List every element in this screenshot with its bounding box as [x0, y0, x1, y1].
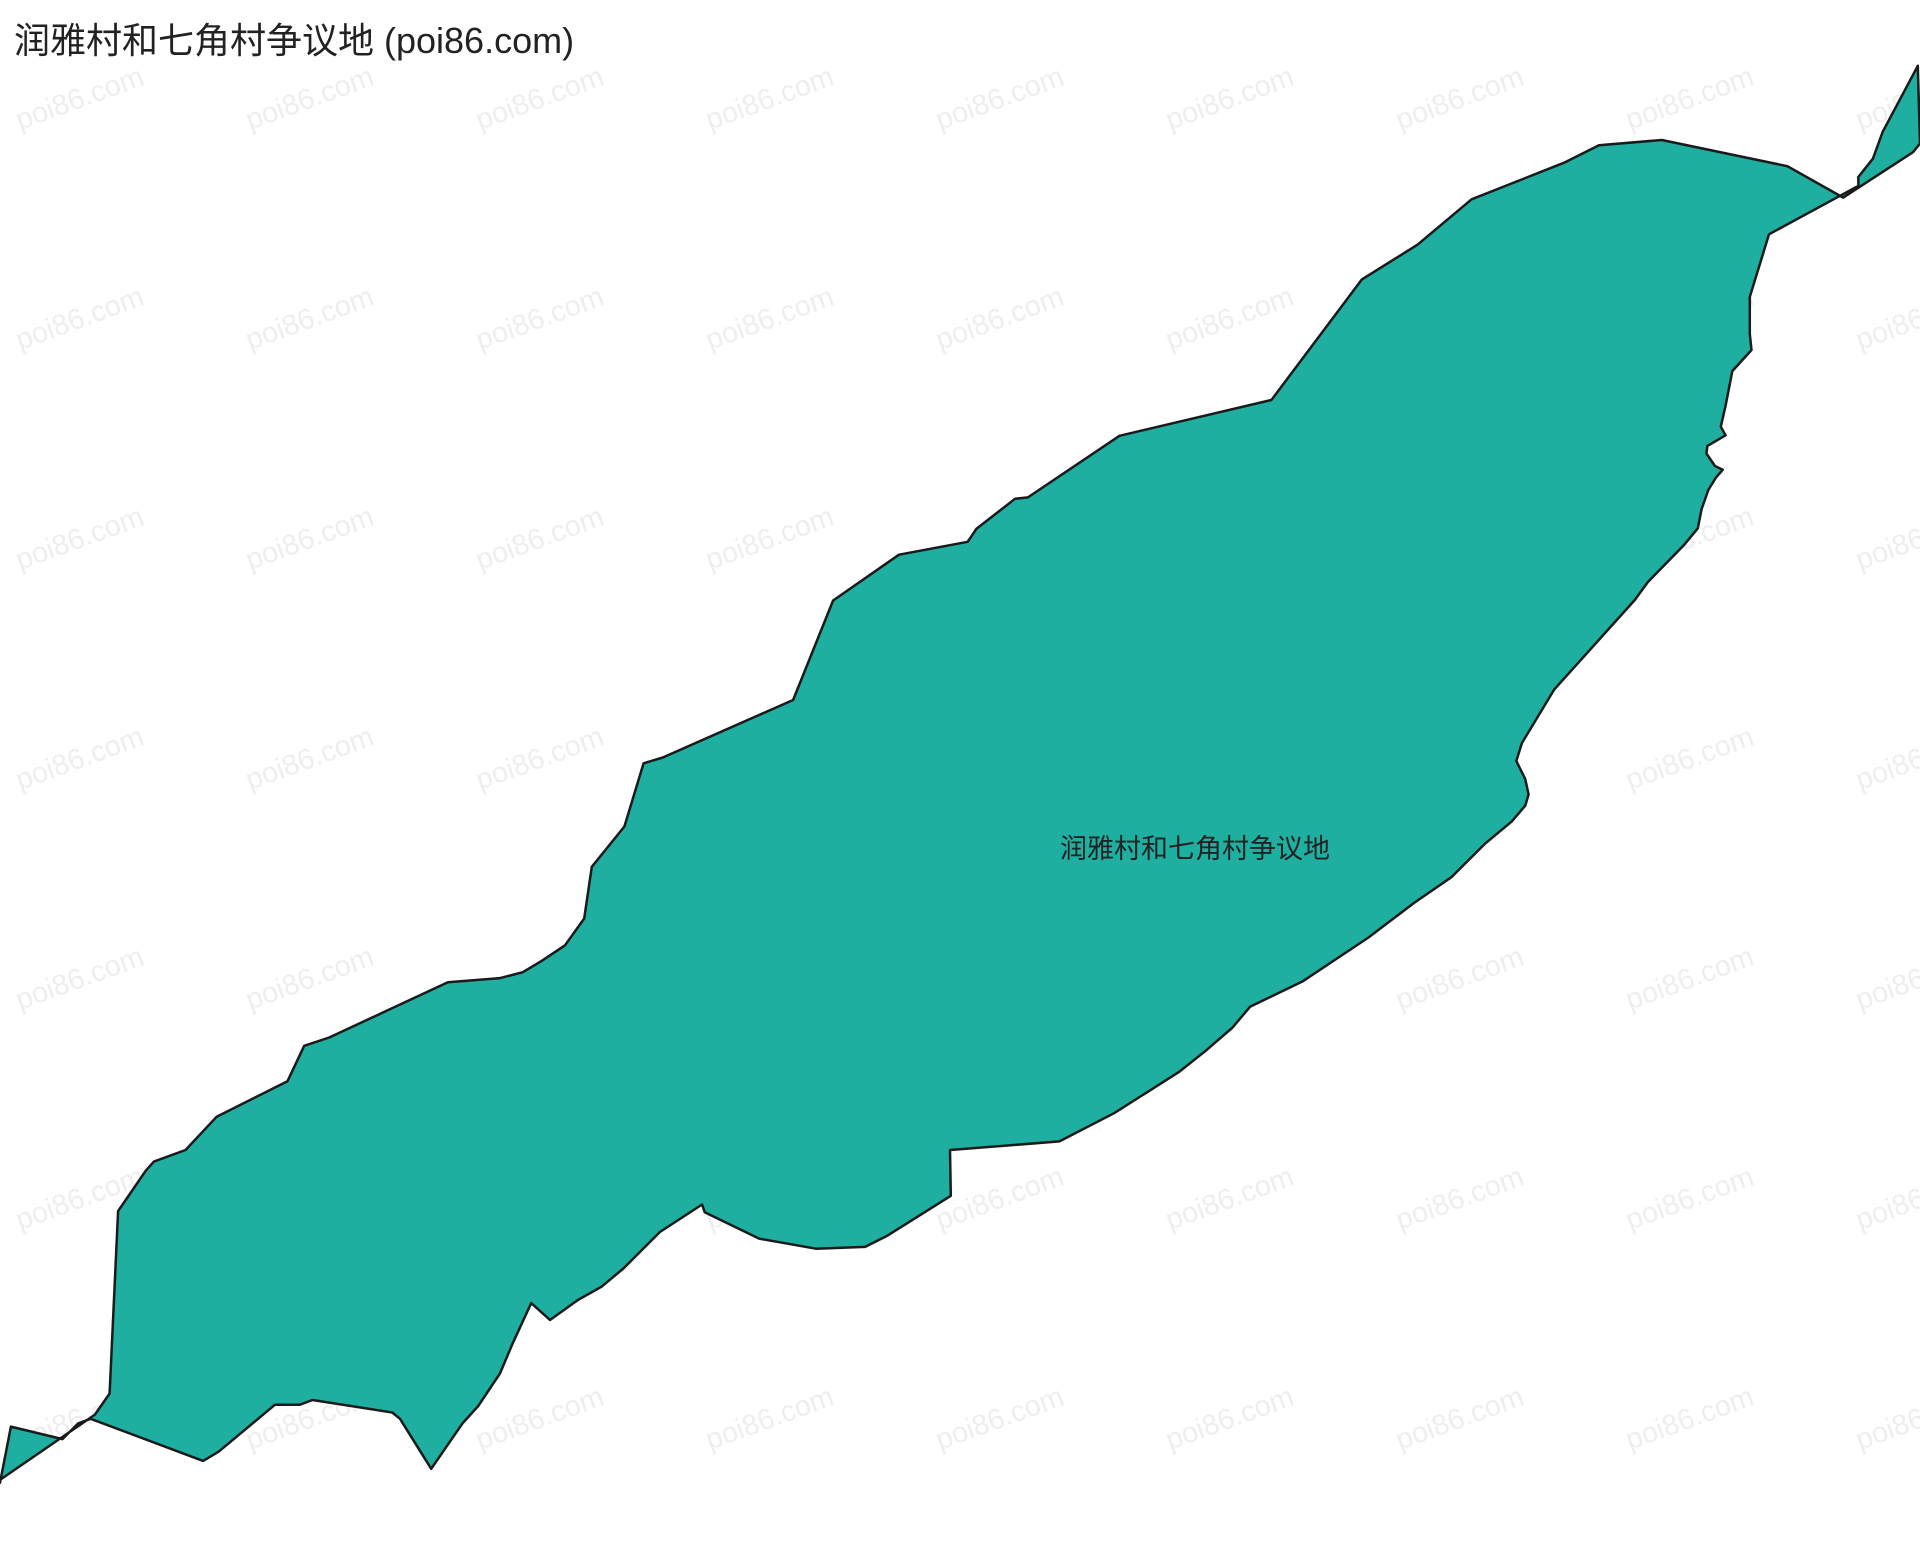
svg-text:润雅村和七角村争议地: 润雅村和七角村争议地: [1060, 834, 1330, 864]
